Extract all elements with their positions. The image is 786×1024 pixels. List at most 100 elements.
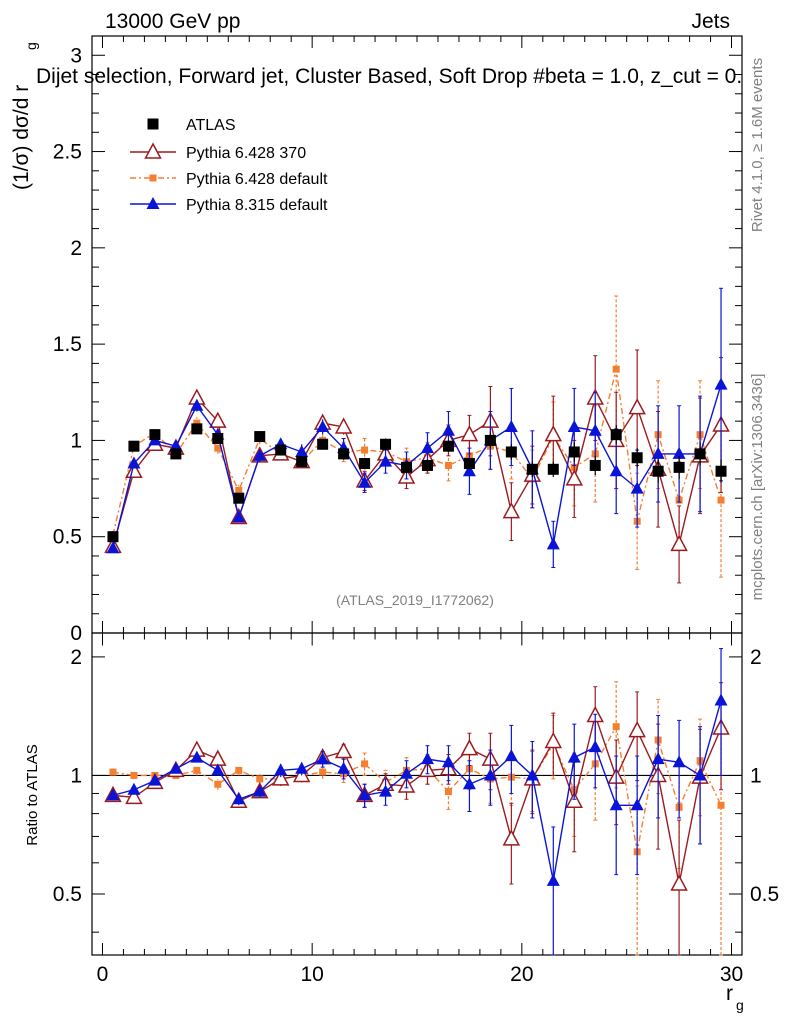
- ratio-point: [630, 798, 644, 811]
- data-point: [107, 531, 119, 543]
- ratio-point: [567, 750, 581, 763]
- data-point: [106, 541, 120, 554]
- ratio-series-3: [106, 648, 728, 956]
- data-point: [505, 446, 517, 458]
- ratio-line: [112, 712, 722, 885]
- data-point: [296, 456, 308, 468]
- main-series: [104, 287, 730, 584]
- ratio-point: [130, 771, 138, 779]
- ratio-point: [651, 752, 665, 765]
- data-point: [714, 377, 728, 390]
- data-point: [128, 440, 140, 452]
- legend-label: Pythia 6.428 370: [186, 145, 306, 162]
- data-point: [317, 438, 329, 450]
- data-point: [630, 481, 644, 494]
- ratio-point: [717, 801, 725, 809]
- ratio-point: [400, 766, 414, 779]
- ratio-tick-label: 0.5: [53, 883, 82, 906]
- data-point: [546, 537, 560, 550]
- data-point: [462, 464, 476, 477]
- ratio-point: [588, 740, 602, 753]
- data-point: [717, 496, 725, 504]
- ratio-series-2: [109, 681, 725, 956]
- ratio-point: [106, 788, 120, 801]
- ratio-series: [104, 648, 730, 956]
- data-point: [610, 429, 622, 441]
- data-point: [444, 461, 452, 469]
- data-point: [670, 534, 688, 552]
- ratio-point: [462, 777, 476, 790]
- ratio-point: [565, 791, 584, 808]
- data-point: [127, 456, 141, 469]
- data-point: [191, 423, 203, 435]
- ratio-point: [211, 763, 225, 776]
- energy-label: 13000 GeV pp: [105, 10, 240, 33]
- data-point: [672, 446, 686, 459]
- series-2: [109, 295, 725, 578]
- y-tick-label: 1.5: [53, 333, 82, 356]
- ratio-point: [253, 784, 267, 797]
- series-line: [112, 368, 722, 535]
- x-tick-label: 10: [300, 963, 323, 986]
- ratio-point: [612, 723, 620, 731]
- ratio-point: [235, 766, 243, 774]
- ratio-point: [214, 780, 222, 788]
- ratio-point: [295, 761, 309, 774]
- ratio-point: [148, 773, 162, 786]
- ratio-point: [670, 874, 688, 891]
- data-point: [694, 448, 706, 460]
- ratio-tick-label-right: 2: [750, 646, 762, 669]
- ratio-point: [628, 720, 646, 738]
- y-axis-title-ratio: Ratio to ATLAS: [24, 744, 41, 845]
- ratio-line: [112, 724, 722, 852]
- data-point: [589, 459, 601, 471]
- ratio-point: [319, 768, 327, 776]
- data-point: [502, 502, 521, 519]
- ratio-tick-label: 2: [70, 646, 82, 669]
- data-point: [628, 398, 646, 415]
- ratio-point: [109, 768, 117, 776]
- data-point: [420, 441, 434, 454]
- ratio-line: [112, 700, 722, 881]
- data-point: [214, 444, 222, 452]
- data-point: [609, 464, 623, 477]
- ratio-point: [256, 775, 264, 783]
- ratio-tick-label-right: 0.5: [750, 883, 779, 906]
- legend-label: Pythia 8.315 default: [186, 197, 328, 214]
- data-point: [254, 431, 266, 443]
- ratio-point: [232, 792, 246, 805]
- legend: ATLAS Pythia 6.428 370 Pythia 6.428 defaul…: [130, 117, 328, 214]
- data-point: [504, 419, 518, 432]
- data-point: [652, 465, 664, 477]
- ratio-point: [525, 768, 539, 781]
- y-tick-label: 3: [70, 44, 82, 67]
- legend-marker: [144, 142, 162, 159]
- data-point: [233, 492, 245, 504]
- data-point: [526, 463, 538, 475]
- data-point: [588, 423, 602, 436]
- data-point: [359, 458, 371, 470]
- data-point: [380, 438, 392, 450]
- y-tick-label: 2: [70, 237, 82, 260]
- data-point: [565, 469, 584, 486]
- data-point: [212, 432, 224, 444]
- legend-label: Pythia 6.428 default: [186, 171, 328, 188]
- ratio-point: [441, 755, 455, 768]
- legend-marker: [147, 118, 159, 130]
- ratio-point: [546, 873, 560, 886]
- data-point: [361, 446, 369, 454]
- x-tick-label: 30: [720, 963, 743, 986]
- ratio-point: [693, 768, 707, 781]
- axis-ticks: [92, 35, 742, 955]
- ratio-point: [274, 763, 288, 776]
- data-point: [673, 461, 685, 473]
- data-point: [170, 448, 182, 460]
- y-tick-label: 0.5: [53, 526, 82, 549]
- x-tick-label: 20: [510, 963, 533, 986]
- legend-marker: [146, 197, 160, 209]
- analysis-watermark: (ATLAS_2019_I1772062): [336, 592, 494, 608]
- data-point: [253, 448, 267, 461]
- data-point: [612, 365, 620, 373]
- ratio-point: [127, 782, 141, 795]
